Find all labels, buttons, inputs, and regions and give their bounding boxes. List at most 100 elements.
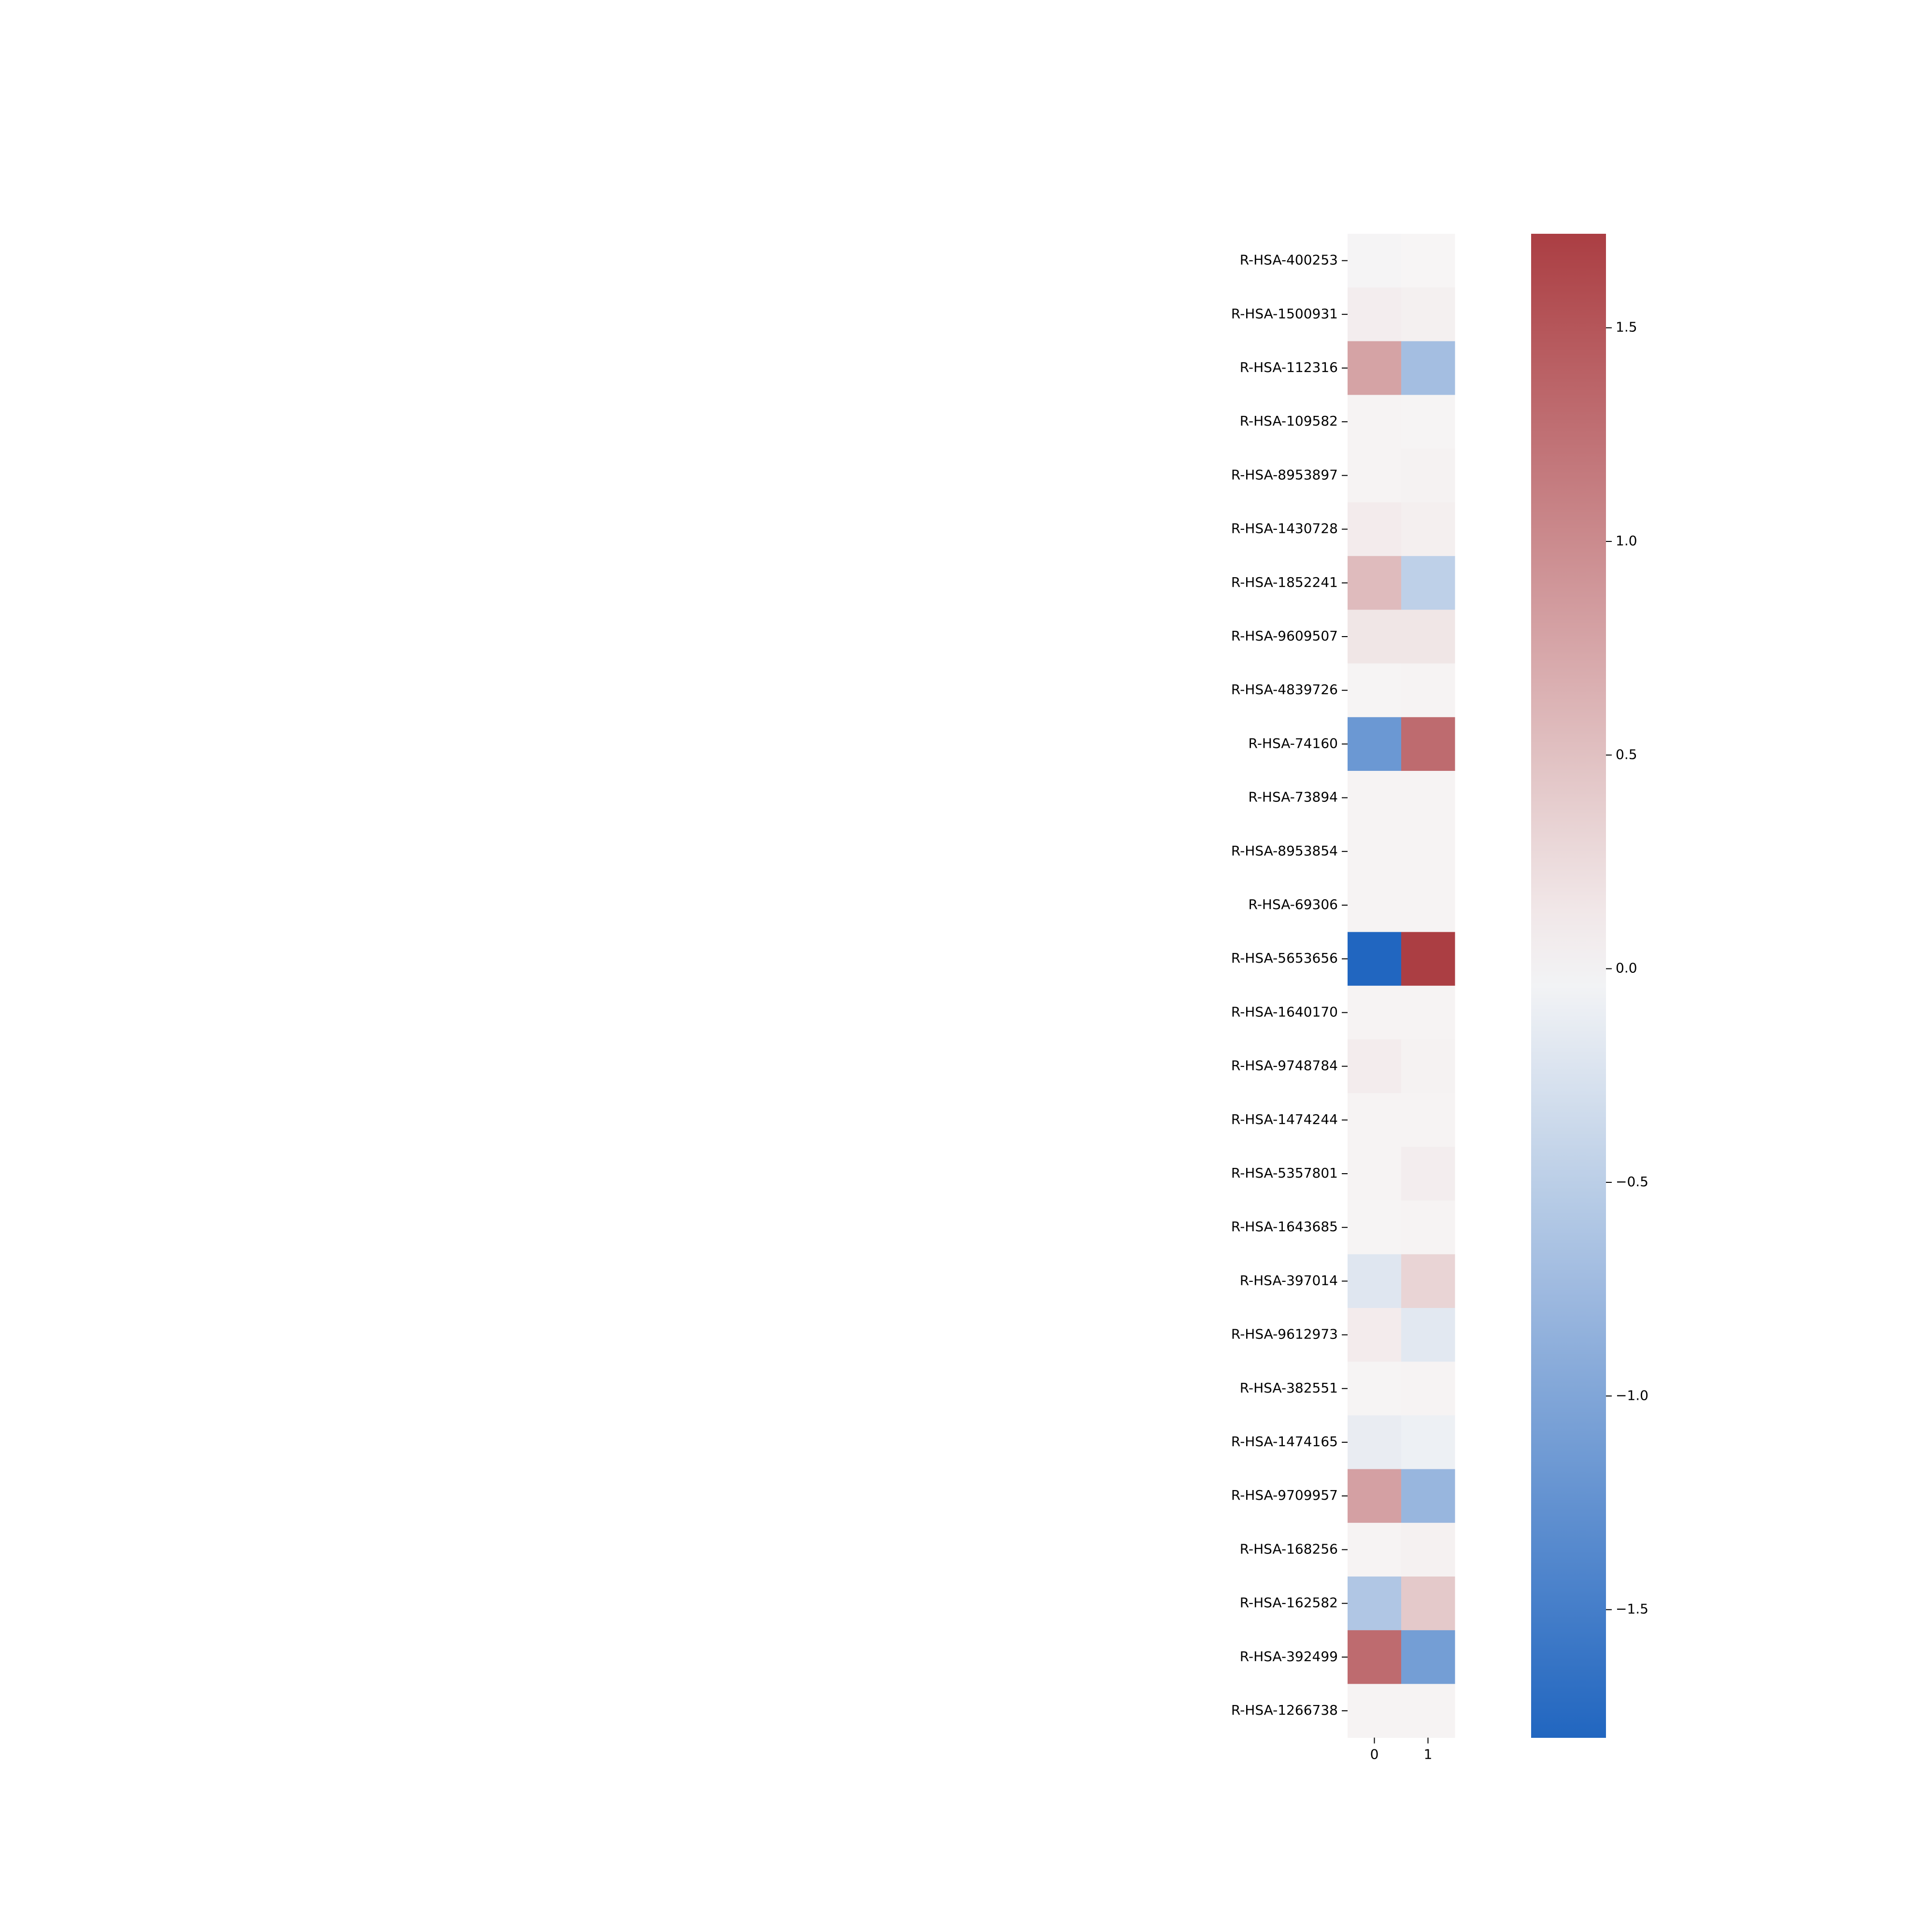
heatmap-cell	[1348, 771, 1402, 825]
heatmap-cell	[1401, 1577, 1455, 1631]
heatmap-cell	[1401, 448, 1455, 503]
row-label: R-HSA-9609507	[1231, 628, 1338, 644]
row-label: R-HSA-5357801	[1231, 1165, 1338, 1181]
heatmap-cell	[1401, 985, 1455, 1040]
heatmap-cell	[1401, 1147, 1455, 1201]
column-label: 0	[1370, 1747, 1379, 1762]
heatmap-cell	[1348, 1254, 1402, 1308]
heatmap-cell	[1348, 502, 1402, 556]
heatmap-cell	[1401, 1362, 1455, 1416]
heatmap-cell	[1401, 234, 1455, 288]
row-label: R-HSA-73894	[1249, 789, 1338, 805]
heatmap-cell	[1348, 287, 1402, 341]
heatmap-cell	[1348, 395, 1402, 449]
heatmap-cell	[1401, 556, 1455, 610]
heatmap-cell	[1348, 610, 1402, 664]
heatmap-cell	[1401, 1200, 1455, 1255]
heatmap-cell	[1348, 341, 1402, 396]
heatmap-cells	[1348, 234, 1455, 1738]
heatmap-cell	[1401, 717, 1455, 771]
heatmap-cell	[1348, 1039, 1402, 1094]
heatmap-cell	[1401, 1630, 1455, 1684]
row-label: R-HSA-109582	[1240, 413, 1338, 429]
heatmap-cell	[1348, 824, 1402, 879]
heatmap-cell	[1348, 985, 1402, 1040]
heatmap-cell	[1348, 1684, 1402, 1738]
heatmap-cell	[1348, 717, 1402, 771]
heatmap-cell	[1401, 287, 1455, 341]
heatmap-cell	[1401, 1415, 1455, 1470]
heatmap-cell	[1348, 1200, 1402, 1255]
row-label: R-HSA-69306	[1249, 896, 1338, 912]
heatmap-cell	[1348, 1147, 1402, 1201]
row-label: R-HSA-4839726	[1231, 682, 1338, 697]
row-label: R-HSA-1266738	[1231, 1702, 1338, 1718]
row-label: R-HSA-168256	[1240, 1541, 1338, 1557]
heatmap-cell	[1348, 1362, 1402, 1416]
heatmap-cell	[1348, 1469, 1402, 1523]
heatmap-cell	[1348, 234, 1402, 288]
row-label: R-HSA-1430728	[1231, 521, 1338, 537]
heatmap-cell	[1401, 824, 1455, 879]
row-label: R-HSA-382551	[1240, 1380, 1338, 1396]
heatmap-cell	[1401, 878, 1455, 933]
colorbar-ticks: 1.5 1.0 0.5 0.0 −0.5 −1.0 −1.5	[1606, 319, 1648, 1617]
row-labels: R-HSA-400253 R-HSA-1500931 R-HSA-112316 R-H…	[1231, 252, 1348, 1718]
heatmap-cell	[1348, 1415, 1402, 1470]
colorbar-tick-label: 0.0	[1616, 960, 1637, 976]
heatmap-cell	[1401, 932, 1455, 986]
row-label: R-HSA-9709957	[1231, 1487, 1338, 1503]
heatmap-cell	[1401, 663, 1455, 718]
row-label: R-HSA-9748784	[1231, 1058, 1338, 1074]
heatmap-cell	[1401, 610, 1455, 664]
colorbar: 1.5 1.0 0.5 0.0 −0.5 −1.0 −1.5	[1531, 234, 1648, 1738]
row-label: R-HSA-9612973	[1231, 1326, 1338, 1342]
row-label: R-HSA-1500931	[1231, 306, 1338, 322]
row-label: R-HSA-1643685	[1231, 1219, 1338, 1235]
heatmap-cell	[1401, 1308, 1455, 1362]
column-label: 1	[1424, 1747, 1433, 1762]
row-label: R-HSA-397014	[1240, 1272, 1338, 1288]
heatmap-cell	[1401, 1039, 1455, 1094]
colorbar-tick-label: 1.5	[1616, 319, 1637, 335]
row-label: R-HSA-1852241	[1231, 574, 1338, 590]
heatmap-cell	[1401, 502, 1455, 556]
row-label: R-HSA-1640170	[1231, 1004, 1338, 1020]
colorbar-tick-label: −0.5	[1616, 1174, 1648, 1190]
heatmap-cell	[1401, 395, 1455, 449]
row-label: R-HSA-1474244	[1231, 1111, 1338, 1127]
heatmap-cell	[1401, 1522, 1455, 1577]
row-label: R-HSA-392499	[1240, 1648, 1338, 1664]
heatmap-cell	[1401, 1093, 1455, 1147]
row-label: R-HSA-400253	[1240, 252, 1338, 268]
heatmap-cell	[1348, 1522, 1402, 1577]
heatmap-cell	[1348, 1630, 1402, 1684]
colorbar-gradient	[1531, 234, 1606, 1738]
colorbar-tick-label: −1.5	[1616, 1601, 1648, 1617]
colorbar-tick-label: −1.0	[1616, 1387, 1648, 1403]
heatmap-cell	[1401, 1469, 1455, 1523]
heatmap-cell	[1401, 341, 1455, 396]
heatmap-cell	[1401, 1254, 1455, 1308]
row-label: R-HSA-112316	[1240, 359, 1338, 375]
heatmap-cell	[1348, 878, 1402, 933]
heatmap-cell	[1348, 1577, 1402, 1631]
heatmap-cell	[1348, 1093, 1402, 1147]
heatmap-cell	[1348, 663, 1402, 718]
row-label: R-HSA-5653656	[1231, 950, 1338, 966]
heatmap-cell	[1348, 556, 1402, 610]
row-label: R-HSA-1474165	[1231, 1434, 1338, 1449]
heatmap-cell	[1401, 771, 1455, 825]
heatmap-cell	[1401, 1684, 1455, 1738]
heatmap-cell	[1348, 448, 1402, 503]
colorbar-tick-label: 1.0	[1616, 533, 1637, 549]
row-label: R-HSA-162582	[1240, 1595, 1338, 1611]
heatmap-cell	[1348, 932, 1402, 986]
row-label: R-HSA-8953854	[1231, 843, 1338, 859]
heatmap-cell	[1348, 1308, 1402, 1362]
colorbar-tick-label: 0.5	[1616, 746, 1637, 762]
row-label: R-HSA-8953897	[1231, 467, 1338, 483]
row-label: R-HSA-74160	[1249, 735, 1338, 751]
